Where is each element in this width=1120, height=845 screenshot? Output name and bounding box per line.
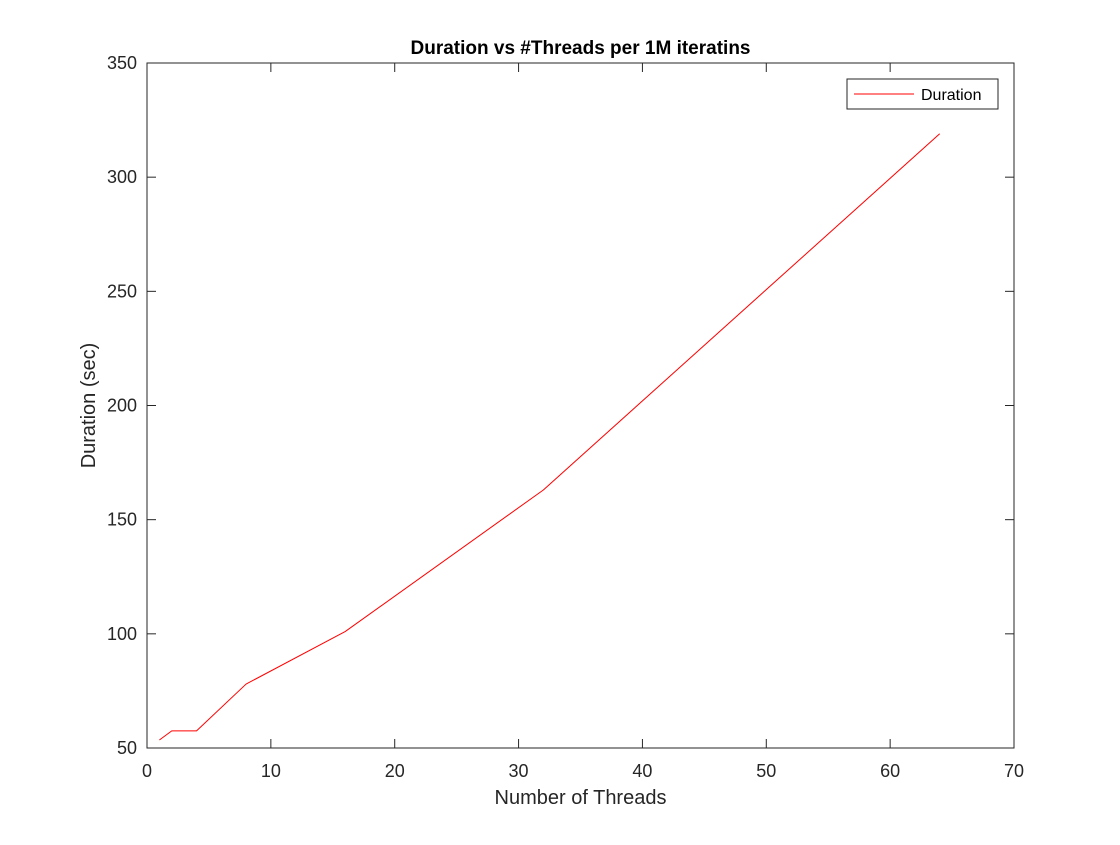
y-axis-label: Duration (sec) (78, 343, 100, 469)
x-axis-label: Number of Threads (495, 787, 667, 809)
y-tick-label: 200 (107, 396, 137, 416)
x-tick-label: 40 (632, 761, 652, 781)
y-tick-label: 150 (107, 510, 137, 530)
y-tick-label: 100 (107, 624, 137, 644)
series-layer (159, 133, 941, 741)
y-tick-label: 50 (117, 738, 137, 758)
x-axis-ticks: 0 10 20 30 40 50 60 70 (142, 63, 1024, 781)
legend-entry-duration: Duration (921, 87, 981, 104)
x-tick-label: 30 (509, 761, 529, 781)
x-tick-label: 20 (385, 761, 405, 781)
y-axis-ticks: 50 100 150 200 250 300 350 (107, 53, 1014, 758)
x-tick-label: 0 (142, 761, 152, 781)
legend: Duration (846, 78, 999, 110)
x-tick-label: 10 (261, 761, 281, 781)
plot-area (147, 63, 1014, 748)
axes-box (146, 62, 1015, 749)
series-line-duration (159, 133, 941, 741)
x-tick-label: 50 (756, 761, 776, 781)
x-tick-label: 60 (880, 761, 900, 781)
x-tick-label: 70 (1004, 761, 1024, 781)
chart-title: Duration vs #Threads per 1M iteratins (411, 38, 751, 59)
y-tick-label: 350 (107, 53, 137, 73)
y-tick-label: 300 (107, 167, 137, 187)
y-tick-label: 250 (107, 281, 137, 301)
